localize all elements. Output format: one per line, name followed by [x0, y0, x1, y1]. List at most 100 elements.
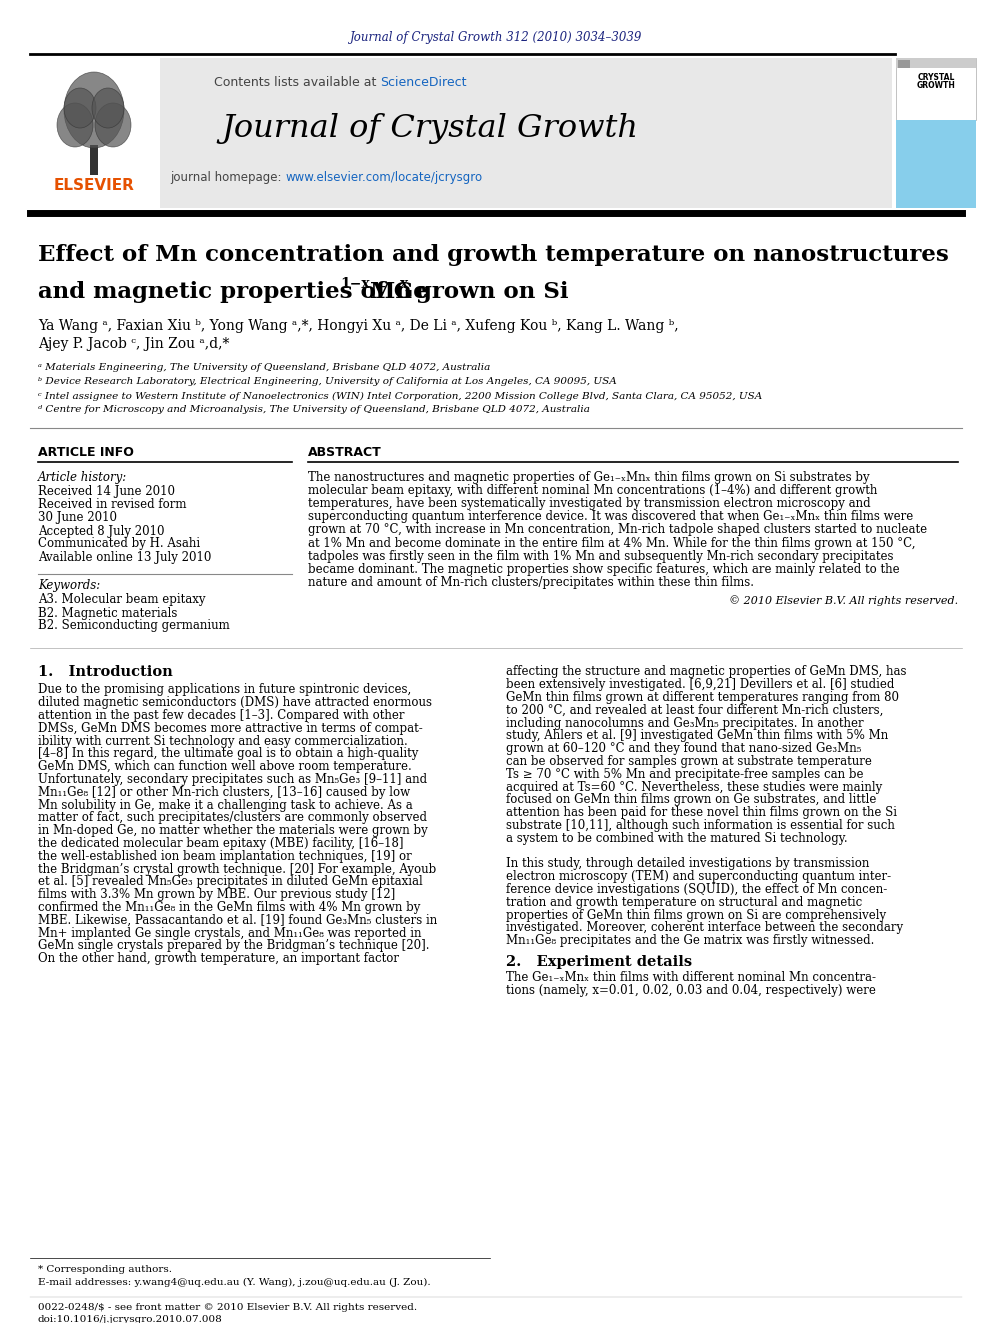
Text: Effect of Mn concentration and growth temperature on nanostructures: Effect of Mn concentration and growth te… — [38, 243, 949, 266]
Text: ᵈ Centre for Microscopy and Microanalysis, The University of Queensland, Brisban: ᵈ Centre for Microscopy and Microanalysi… — [38, 406, 590, 414]
Text: x: x — [400, 277, 409, 291]
Text: 1.   Introduction: 1. Introduction — [38, 665, 173, 679]
Text: been extensively investigated. [6,9,21] Devillers et al. [6] studied: been extensively investigated. [6,9,21] … — [506, 679, 895, 692]
Text: at 1% Mn and become dominate in the entire film at 4% Mn. While for the thin fil: at 1% Mn and become dominate in the enti… — [308, 537, 916, 549]
Text: tadpoles was firstly seen in the film with 1% Mn and subsequently Mn-rich second: tadpoles was firstly seen in the film wi… — [308, 549, 894, 562]
Text: et al. [5] revealed Mn₅Ge₃ precipitates in diluted GeMn epitaxial: et al. [5] revealed Mn₅Ge₃ precipitates … — [38, 876, 423, 889]
Text: became dominant. The magnetic properties show specific features, which are mainl: became dominant. The magnetic properties… — [308, 562, 900, 576]
Text: focused on GeMn thin films grown on Ge substrates, and little: focused on GeMn thin films grown on Ge s… — [506, 794, 876, 807]
Text: Communicated by H. Asahi: Communicated by H. Asahi — [38, 537, 200, 550]
Text: Mn solubility in Ge, make it a challenging task to achieve. As a: Mn solubility in Ge, make it a challengi… — [38, 799, 413, 812]
Text: Unfortunately, secondary precipitates such as Mn₅Ge₃ [9–11] and: Unfortunately, secondary precipitates su… — [38, 773, 428, 786]
Text: molecular beam epitaxy, with different nominal Mn concentrations (1–4%) and diff: molecular beam epitaxy, with different n… — [308, 484, 877, 496]
Text: diluted magnetic semiconductors (DMS) have attracted enormous: diluted magnetic semiconductors (DMS) ha… — [38, 696, 432, 709]
Bar — [898, 60, 910, 67]
Text: substrate [10,11], although such information is essential for such: substrate [10,11], although such informa… — [506, 819, 895, 832]
Text: nature and amount of Mn-rich clusters/precipitates within these thin films.: nature and amount of Mn-rich clusters/pr… — [308, 576, 754, 589]
Text: 2.   Experiment details: 2. Experiment details — [506, 955, 692, 968]
Text: a system to be combined with the matured Si technology.: a system to be combined with the matured… — [506, 832, 847, 845]
Text: * Corresponding authors.: * Corresponding authors. — [38, 1266, 172, 1274]
Text: Mn+ implanted Ge single crystals, and Mn₁₁Ge₈ was reported in: Mn+ implanted Ge single crystals, and Mn… — [38, 926, 422, 939]
Text: electron microscopy (TEM) and superconducting quantum inter-: electron microscopy (TEM) and supercondu… — [506, 871, 891, 884]
Ellipse shape — [64, 89, 96, 128]
Text: properties of GeMn thin films grown on Si are comprehensively: properties of GeMn thin films grown on S… — [506, 909, 886, 922]
Text: in Mn-doped Ge, no matter whether the materials were grown by: in Mn-doped Ge, no matter whether the ma… — [38, 824, 428, 837]
Text: Due to the promising applications in future spintronic devices,: Due to the promising applications in fut… — [38, 684, 412, 696]
Text: ᵇ Device Research Laboratory, Electrical Engineering, University of California a: ᵇ Device Research Laboratory, Electrical… — [38, 377, 617, 386]
Text: Received in revised form: Received in revised form — [38, 499, 186, 512]
Text: the Bridgman’s crystal growth technique. [20] For example, Ayoub: the Bridgman’s crystal growth technique.… — [38, 863, 436, 876]
Text: study, Ahlers et al. [9] investigated GeMn thin films with 5% Mn: study, Ahlers et al. [9] investigated Ge… — [506, 729, 888, 742]
Text: matter of fact, such precipitates/clusters are commonly observed: matter of fact, such precipitates/cluste… — [38, 811, 427, 824]
Text: Journal of Crystal Growth: Journal of Crystal Growth — [221, 112, 639, 143]
Text: ᶜ Intel assignee to Western Institute of Nanoelectronics (WIN) Intel Corporation: ᶜ Intel assignee to Western Institute of… — [38, 392, 762, 401]
Text: Mn: Mn — [370, 280, 412, 303]
Bar — [30, 58, 160, 208]
Text: DMSs, GeMn DMS becomes more attractive in terms of compat-: DMSs, GeMn DMS becomes more attractive i… — [38, 722, 423, 734]
Ellipse shape — [64, 71, 124, 148]
Text: CRYSTAL: CRYSTAL — [918, 73, 954, 82]
Text: ELSEVIER: ELSEVIER — [54, 177, 135, 193]
Text: MBE. Likewise, Passacantando et al. [19] found Ge₃Mn₅ clusters in: MBE. Likewise, Passacantando et al. [19]… — [38, 914, 437, 927]
Text: Keywords:: Keywords: — [38, 579, 100, 593]
Text: the dedicated molecular beam epitaxy (MBE) facility, [16–18]: the dedicated molecular beam epitaxy (MB… — [38, 837, 404, 851]
Text: ference device investigations (SQUID), the effect of Mn concen-: ference device investigations (SQUID), t… — [506, 882, 887, 896]
Text: ScienceDirect: ScienceDirect — [380, 77, 466, 90]
Bar — [896, 120, 976, 208]
Text: GeMn thin films grown at different temperatures ranging from 80: GeMn thin films grown at different tempe… — [506, 691, 899, 704]
Text: attention in the past few decades [1–3]. Compared with other: attention in the past few decades [1–3].… — [38, 709, 405, 722]
Text: attention has been paid for these novel thin films grown on the Si: attention has been paid for these novel … — [506, 806, 897, 819]
Text: 0022-0248/$ - see front matter © 2010 Elsevier B.V. All rights reserved.: 0022-0248/$ - see front matter © 2010 El… — [38, 1303, 417, 1312]
Text: On the other hand, growth temperature, an important factor: On the other hand, growth temperature, a… — [38, 953, 399, 966]
Text: including nanocolumns and Ge₃Mn₅ precipitates. In another: including nanocolumns and Ge₃Mn₅ precipi… — [506, 717, 864, 730]
Text: 1−x: 1−x — [340, 277, 370, 291]
Text: B2. Semiconducting germanium: B2. Semiconducting germanium — [38, 619, 230, 632]
Text: © 2010 Elsevier B.V. All rights reserved.: © 2010 Elsevier B.V. All rights reserved… — [729, 595, 958, 606]
Text: Mn₁₁Ge₈ [12] or other Mn-rich clusters, [13–16] caused by low: Mn₁₁Ge₈ [12] or other Mn-rich clusters, … — [38, 786, 410, 799]
Text: and magnetic properties of Ge: and magnetic properties of Ge — [38, 280, 428, 303]
Text: 30 June 2010: 30 June 2010 — [38, 512, 117, 524]
Text: A3. Molecular beam epitaxy: A3. Molecular beam epitaxy — [38, 594, 205, 606]
Text: In this study, through detailed investigations by transmission: In this study, through detailed investig… — [506, 857, 869, 871]
Ellipse shape — [92, 89, 124, 128]
Text: grown at 60–120 °C and they found that nano-sized Ge₃Mn₅: grown at 60–120 °C and they found that n… — [506, 742, 861, 755]
Bar — [896, 58, 976, 67]
Text: ABSTRACT: ABSTRACT — [308, 446, 382, 459]
Text: Journal of Crystal Growth 312 (2010) 3034–3039: Journal of Crystal Growth 312 (2010) 303… — [350, 32, 642, 45]
Ellipse shape — [95, 103, 131, 147]
Text: acquired at Ts=60 °C. Nevertheless, these studies were mainly: acquired at Ts=60 °C. Nevertheless, thes… — [506, 781, 882, 794]
Bar — [90, 146, 98, 175]
Text: ᵃ Materials Engineering, The University of Queensland, Brisbane QLD 4072, Austra: ᵃ Materials Engineering, The University … — [38, 364, 490, 373]
Bar — [896, 58, 976, 120]
Ellipse shape — [57, 103, 93, 147]
Text: Ya Wang ᵃ, Faxian Xiu ᵇ, Yong Wang ᵃ,*, Hongyi Xu ᵃ, De Li ᵃ, Xufeng Kou ᵇ, Kang: Ya Wang ᵃ, Faxian Xiu ᵇ, Yong Wang ᵃ,*, … — [38, 319, 679, 333]
Text: Article history:: Article history: — [38, 471, 127, 484]
Text: Available online 13 July 2010: Available online 13 July 2010 — [38, 550, 211, 564]
Text: GROWTH: GROWTH — [917, 82, 955, 90]
Text: GeMn DMS, which can function well above room temperature.: GeMn DMS, which can function well above … — [38, 761, 412, 774]
Text: superconducting quantum interference device. It was discovered that when Ge₁₋ₓMn: superconducting quantum interference dev… — [308, 511, 914, 523]
Text: the well-established ion beam implantation techniques, [19] or: the well-established ion beam implantati… — [38, 849, 412, 863]
Text: The Ge₁₋ₓMnₓ thin films with different nominal Mn concentra-: The Ge₁₋ₓMnₓ thin films with different n… — [506, 971, 876, 984]
Text: B2. Magnetic materials: B2. Magnetic materials — [38, 606, 178, 619]
Text: investigated. Moreover, coherent interface between the secondary: investigated. Moreover, coherent interfa… — [506, 922, 903, 934]
Text: can be observed for samples grown at substrate temperature: can be observed for samples grown at sub… — [506, 755, 872, 769]
Text: GeMn single crystals prepared by the Bridgman’s technique [20].: GeMn single crystals prepared by the Bri… — [38, 939, 430, 953]
Text: www.elsevier.com/locate/jcrysgro: www.elsevier.com/locate/jcrysgro — [285, 172, 482, 184]
Text: doi:10.1016/j.jcrysgro.2010.07.008: doi:10.1016/j.jcrysgro.2010.07.008 — [38, 1315, 223, 1323]
Text: Accepted 8 July 2010: Accepted 8 July 2010 — [38, 524, 165, 537]
Text: Contents lists available at: Contents lists available at — [213, 77, 380, 90]
Text: Ts ≥ 70 °C with 5% Mn and precipitate-free samples can be: Ts ≥ 70 °C with 5% Mn and precipitate-fr… — [506, 767, 863, 781]
Text: Received 14 June 2010: Received 14 June 2010 — [38, 486, 175, 499]
Text: journal homepage:: journal homepage: — [170, 172, 285, 184]
Text: ARTICLE INFO: ARTICLE INFO — [38, 446, 134, 459]
Text: ibility with current Si technology and easy commercialization.: ibility with current Si technology and e… — [38, 734, 408, 747]
Text: films with 3.3% Mn grown by MBE. Our previous study [12]: films with 3.3% Mn grown by MBE. Our pre… — [38, 888, 395, 901]
Text: tration and growth temperature on structural and magnetic: tration and growth temperature on struct… — [506, 896, 862, 909]
Text: grown at 70 °C, with increase in Mn concentration, Mn-rich tadpole shaped cluste: grown at 70 °C, with increase in Mn conc… — [308, 524, 928, 536]
Text: temperatures, have been systematically investigated by transmission electron mic: temperatures, have been systematically i… — [308, 497, 871, 509]
Text: affecting the structure and magnetic properties of GeMn DMS, has: affecting the structure and magnetic pro… — [506, 665, 907, 679]
Text: confirmed the Mn₁₁Ge₈ in the GeMn films with 4% Mn grown by: confirmed the Mn₁₁Ge₈ in the GeMn films … — [38, 901, 421, 914]
Text: Mn₁₁Ge₈ precipitates and the Ge matrix was firstly witnessed.: Mn₁₁Ge₈ precipitates and the Ge matrix w… — [506, 934, 874, 947]
Text: The nanostructures and magnetic properties of Ge₁₋ₓMnₓ thin films grown on Si su: The nanostructures and magnetic properti… — [308, 471, 870, 483]
